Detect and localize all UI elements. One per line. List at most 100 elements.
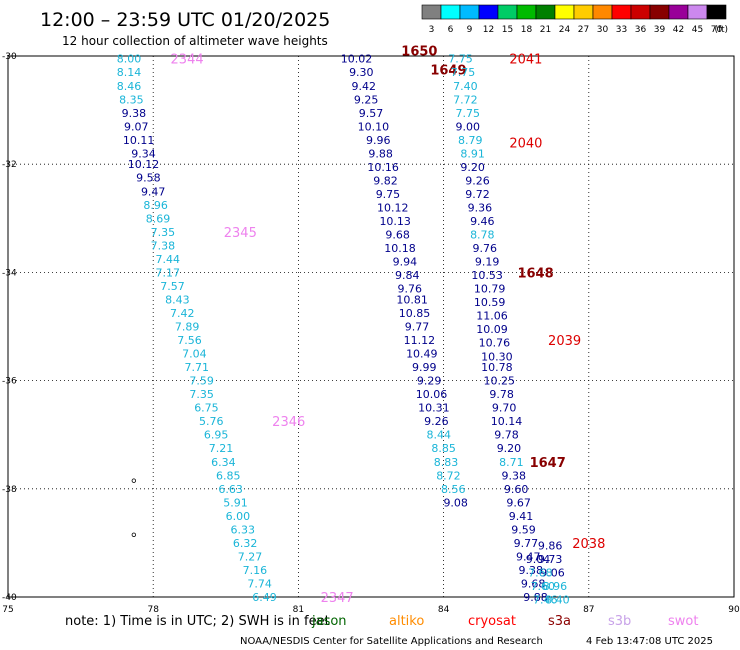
wave-height-value: 7.60 <box>531 580 556 593</box>
legend-bin-label: 6 <box>448 25 454 35</box>
satellite-legend-cryosat: cryosat <box>468 614 516 629</box>
legend-swatch <box>687 4 708 20</box>
wave-height-value: 9.20 <box>460 161 485 174</box>
wave-height-value: 7.16 <box>243 564 268 577</box>
wave-height-value: 9.26 <box>424 415 449 428</box>
satellite-legend-s3b: s3b <box>608 614 631 629</box>
wave-height-value: 10.59 <box>474 296 506 309</box>
wave-height-value: 9.70 <box>492 402 517 415</box>
pass-time-label: 2344 <box>171 53 204 68</box>
wave-height-value: 9.38 <box>122 107 147 120</box>
x-tick-label: 75 <box>2 605 13 615</box>
wave-height-value: 7.04 <box>182 348 207 361</box>
pass-time-label: 1648 <box>517 266 553 281</box>
wave-height-value: 8.78 <box>470 229 495 242</box>
wave-height-value: 9.78 <box>489 388 514 401</box>
wave-height-value: 8.43 <box>165 293 190 306</box>
wave-height-value: 9.08 <box>443 496 468 509</box>
wave-height-value: 10.06 <box>416 388 448 401</box>
wave-height-value: 7.71 <box>185 361 210 374</box>
wave-height-value: 10.12 <box>377 201 409 214</box>
wave-height-value: 9.41 <box>509 510 534 523</box>
plot-area: 75 78 81 84 87 90-30-32-34-36-38-408.008.148.… <box>2 45 740 615</box>
wave-height-value: 7.59 <box>189 375 214 388</box>
wave-height-value: 9.34 <box>131 147 156 160</box>
legend-unit: (ft) <box>714 25 728 35</box>
wave-height-value: 9.75 <box>376 188 401 201</box>
wave-height-value: 9.86 <box>538 540 563 553</box>
wave-height-value: 11.12 <box>404 334 436 347</box>
wave-height-value: 10.81 <box>396 293 428 306</box>
wave-height-value: 7.35 <box>189 388 214 401</box>
wave-height-value: 8.71 <box>499 456 524 469</box>
satellite-legend-s3a: s3a <box>548 614 571 629</box>
legend-bin-label: 27 <box>578 25 589 35</box>
wave-height-value: 10.14 <box>491 415 523 428</box>
wave-height-value: 10.18 <box>384 242 416 255</box>
wave-height-value: 9.78 <box>494 429 519 442</box>
pass-time-label: 1650 <box>401 45 437 60</box>
wave-height-value: 10.85 <box>399 307 431 320</box>
wave-height-value: 9.47 <box>141 185 166 198</box>
wave-height-value: 7.21 <box>209 442 234 455</box>
x-tick-label: 78 <box>147 605 159 615</box>
wave-height-value: 9.26 <box>465 174 490 187</box>
wave-height-value: 6.95 <box>204 429 229 442</box>
wave-height-value: 9.58 <box>136 172 161 185</box>
wave-height-value: 9.19 <box>475 256 500 269</box>
wave-height-value: 7.35 <box>151 226 176 239</box>
footer-credit: NOAA/NESDIS Center for Satellite Applica… <box>240 636 543 647</box>
wave-height-value: 7.74 <box>247 577 272 590</box>
satellite-legend-jason: jason <box>311 614 347 629</box>
legend-swatch <box>573 4 594 20</box>
legend-bin-label: 39 <box>654 25 666 35</box>
y-tick-label: -30 <box>2 52 17 62</box>
wave-height-value: 9.38 <box>518 564 543 577</box>
wave-height-value: 7.56 <box>177 334 202 347</box>
y-tick-label: -40 <box>2 593 17 603</box>
wave-height-value: 10.76 <box>479 337 511 350</box>
wave-height-value: 6.85 <box>216 469 241 482</box>
wave-height-value: 8.85 <box>431 442 456 455</box>
x-tick-label: 81 <box>293 605 304 615</box>
footer-note: note: 1) Time is in UTC; 2) SWH is in fe… <box>65 614 330 629</box>
wave-height-value: 9.59 <box>511 523 536 536</box>
legend-swatch <box>554 4 575 20</box>
wave-height-value: 10.10 <box>358 120 390 133</box>
wave-height-value: 10.25 <box>484 375 516 388</box>
legend-bin-label: 9 <box>467 25 473 35</box>
satellite-legend-altiko: altiko <box>389 614 424 629</box>
chart-subtitle: 12 hour collection of altimeter wave hei… <box>62 34 328 48</box>
legend-swatch <box>459 4 480 20</box>
wave-height-value: 9.25 <box>354 93 379 106</box>
wave-height-value: 9.94 <box>393 256 418 269</box>
track-marker <box>131 478 137 483</box>
wave-height-value: 7.57 <box>160 280 185 293</box>
wave-height-value: 10.53 <box>471 269 503 282</box>
y-tick-label: -38 <box>2 485 17 495</box>
legend-bin-label: 45 <box>692 25 703 35</box>
wave-height-value: 9.30 <box>349 66 374 79</box>
wave-height-value: 9.99 <box>412 361 437 374</box>
wave-height-value: 10.78 <box>481 361 513 374</box>
wave-height-value: 7.75 <box>448 53 473 66</box>
legend-swatch <box>668 4 689 20</box>
wave-height-value: 9.04 <box>526 553 551 566</box>
legend-swatch <box>478 4 499 20</box>
legend-bin-label: 70 <box>711 25 723 35</box>
legend-swatch <box>535 4 556 20</box>
wave-height-value: 9.82 <box>373 174 398 187</box>
wave-height-value: 6.34 <box>211 456 236 469</box>
x-tick-label: 84 <box>438 605 450 615</box>
wave-height-value: 7.89 <box>175 321 200 334</box>
wave-height-value: 6.00 <box>226 510 251 523</box>
wave-height-value: 6.63 <box>218 483 243 496</box>
legend-bin-label: 18 <box>521 25 533 35</box>
wave-height-value: 6.33 <box>230 523 255 536</box>
wave-height-value: 10.02 <box>341 53 373 66</box>
wave-height-value: 8.69 <box>146 212 171 225</box>
wave-height-value: 9.73 <box>538 553 563 566</box>
footer-timestamp: 4 Feb 13:47:08 UTC 2025 <box>586 636 713 647</box>
pass-time-label: 2346 <box>272 415 305 430</box>
wave-height-value: 9.68 <box>385 229 410 242</box>
